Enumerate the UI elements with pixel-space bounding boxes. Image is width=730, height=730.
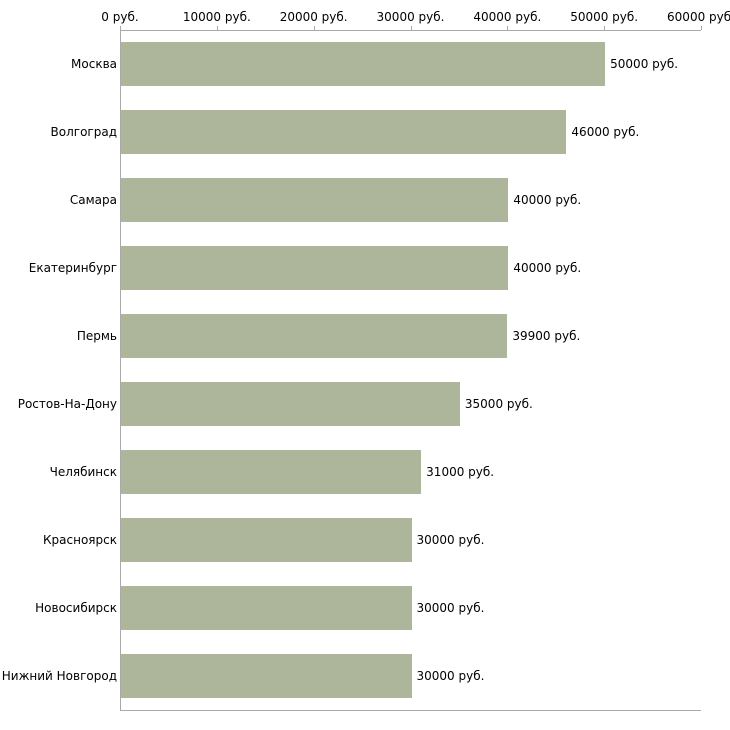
category-label: Москва bbox=[71, 57, 117, 71]
bottom-axis-line bbox=[120, 710, 701, 711]
bar bbox=[121, 586, 412, 630]
value-label: 40000 руб. bbox=[513, 193, 582, 207]
value-label: 31000 руб. bbox=[426, 465, 495, 479]
x-axis-tick-mark bbox=[701, 26, 702, 30]
x-axis-tick-mark bbox=[507, 26, 509, 30]
value-label: 30000 руб. bbox=[416, 601, 485, 615]
x-axis-tick-mark bbox=[604, 26, 606, 30]
x-axis-tick-label: 60000 руб. bbox=[667, 10, 730, 24]
category-label: Красноярск bbox=[43, 533, 117, 547]
category-label: Самара bbox=[69, 193, 117, 207]
x-axis-tick-label: 50000 руб. bbox=[570, 10, 639, 24]
category-label: Челябинск bbox=[49, 465, 117, 479]
x-axis-tick-label: 30000 руб. bbox=[376, 10, 445, 24]
category-label: Пермь bbox=[76, 329, 117, 343]
bar bbox=[121, 246, 509, 290]
bar bbox=[121, 518, 412, 562]
y-axis-line bbox=[120, 30, 121, 711]
category-label: Екатеринбург bbox=[28, 261, 117, 275]
x-axis-tick-label: 40000 руб. bbox=[473, 10, 542, 24]
x-axis-tick-label: 20000 руб. bbox=[279, 10, 348, 24]
bar bbox=[121, 110, 567, 154]
value-label: 46000 руб. bbox=[571, 125, 640, 139]
x-axis-line bbox=[120, 30, 701, 31]
category-label: Новосибирск bbox=[35, 601, 117, 615]
bar bbox=[121, 382, 460, 426]
value-label: 39900 руб. bbox=[512, 329, 581, 343]
x-axis-tick-label: 10000 руб. bbox=[182, 10, 251, 24]
value-label: 50000 руб. bbox=[610, 57, 679, 71]
value-label: 30000 руб. bbox=[416, 533, 485, 547]
category-label: Ростов-На-Дону bbox=[17, 397, 117, 411]
value-label: 35000 руб. bbox=[464, 397, 533, 411]
bar bbox=[121, 314, 508, 358]
value-label: 40000 руб. bbox=[513, 261, 582, 275]
bar bbox=[121, 42, 606, 86]
bar bbox=[121, 450, 422, 494]
value-label: 30000 руб. bbox=[416, 669, 485, 683]
category-label: Нижний Новгород bbox=[1, 669, 117, 683]
x-axis-tick-mark bbox=[313, 26, 315, 30]
x-axis-tick-mark bbox=[120, 26, 121, 30]
x-axis-tick-label: 0 руб. bbox=[101, 10, 139, 24]
bar bbox=[121, 178, 509, 222]
bar bbox=[121, 654, 412, 698]
x-axis-tick-mark bbox=[410, 26, 412, 30]
x-axis-tick-mark bbox=[216, 26, 218, 30]
category-label: Волгоград bbox=[50, 125, 117, 139]
